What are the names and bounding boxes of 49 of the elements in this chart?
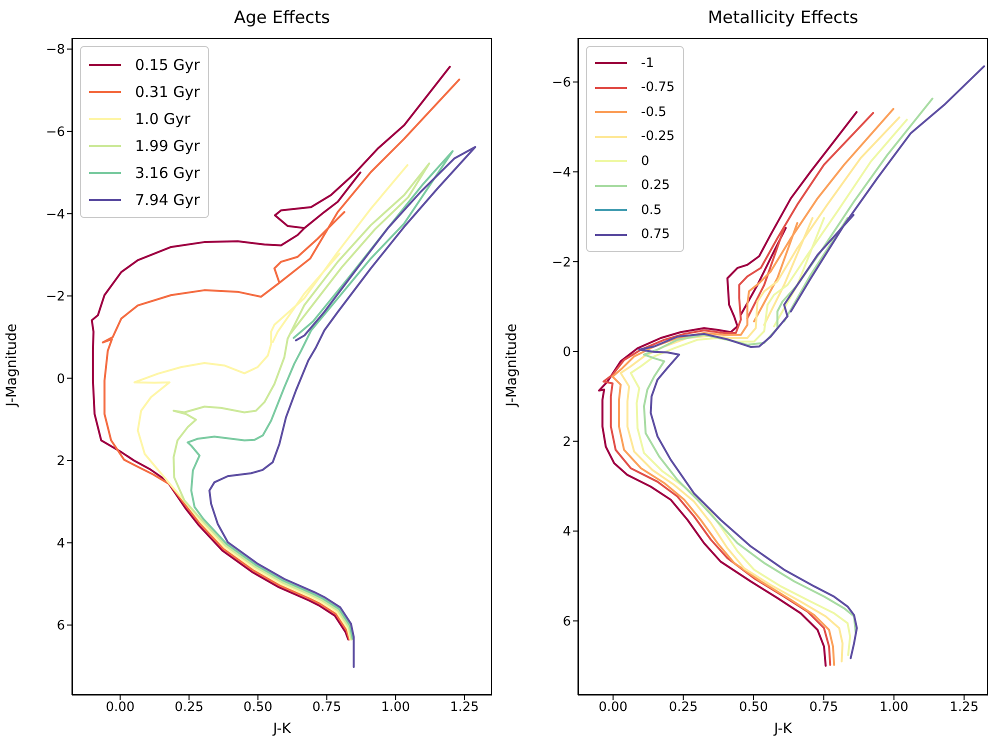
x-tick-label: 1.00: [381, 700, 410, 716]
y-tick-label: 4: [56, 536, 65, 552]
x-tick-label: 0.50: [739, 700, 768, 716]
x-tick-label: 1.25: [950, 700, 979, 716]
legend-label: 1.0 Gyr: [135, 110, 190, 128]
legend-label: 0.75: [641, 227, 670, 242]
y-axis-title: J-Magnitude: [4, 322, 20, 410]
x-tick-label: 0.50: [243, 700, 272, 716]
y-tick-label: −2: [552, 255, 571, 270]
x-tick-label: 0.75: [312, 700, 342, 716]
chart-title: Metallicity Effects: [706, 8, 860, 28]
y-tick-label: −2: [46, 290, 65, 305]
x-tick-label: 0.25: [668, 700, 698, 716]
legend-label: 0: [641, 154, 650, 169]
y-tick-label: 0: [562, 345, 571, 360]
legend-label: 7.94 Gyr: [135, 190, 200, 208]
legend-label: 0.15 Gyr: [135, 56, 200, 74]
legend-label: -0.5: [641, 104, 666, 120]
x-tick-label: 0.00: [106, 700, 135, 716]
y-tick-label: 6: [562, 614, 571, 630]
y-tick-label: 6: [56, 618, 65, 634]
y-axis-title: J-Magnitude: [504, 322, 520, 410]
legend-label: 3.16 Gyr: [135, 164, 200, 182]
legend-label: 0.31 Gyr: [135, 82, 200, 100]
x-tick-label: 0.25: [174, 700, 204, 716]
legend-label: 1.99 Gyr: [135, 136, 200, 154]
y-tick-label: −6: [46, 125, 65, 140]
line-series: [172, 162, 430, 640]
legend-label: -0.25: [641, 129, 675, 144]
x-axis-title: J-K: [271, 721, 292, 737]
y-tick-label: 4: [562, 524, 571, 540]
y-tick-label: 2: [562, 434, 571, 450]
y-tick-label: −8: [46, 42, 65, 58]
legend-label: 0.5: [641, 202, 662, 218]
chart-title: Age Effects: [232, 8, 332, 28]
x-tick-label: 0.00: [598, 700, 628, 716]
x-axis-title: J-K: [772, 721, 793, 737]
legend-label: -1: [641, 56, 654, 71]
y-tick-label: 2: [56, 454, 65, 470]
x-tick-label: 1.00: [879, 700, 908, 716]
y-tick-label: −4: [552, 165, 571, 180]
legend-label: -0.75: [641, 80, 675, 96]
y-tick-label: −4: [46, 207, 65, 222]
x-tick-label: 0.75: [809, 700, 838, 716]
y-tick-label: 0: [56, 372, 65, 387]
x-tick-label: 1.25: [450, 700, 479, 716]
legend-label: 0.25: [641, 178, 670, 194]
line-series: [208, 146, 476, 668]
y-tick-label: −6: [552, 76, 571, 91]
